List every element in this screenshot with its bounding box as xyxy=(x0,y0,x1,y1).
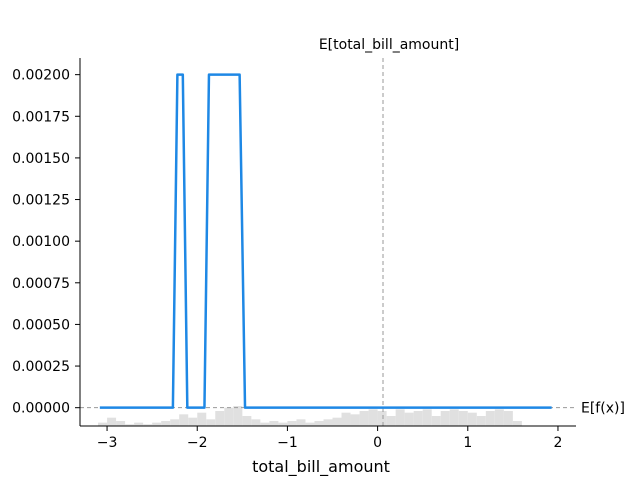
histogram-bar xyxy=(386,416,396,426)
y-tick-label: 0.00025 xyxy=(12,359,70,375)
histogram-bar xyxy=(251,419,261,426)
histogram-group xyxy=(98,406,522,426)
histogram-bar xyxy=(476,416,486,426)
axes-group xyxy=(79,58,576,427)
x-tick-label: −2 xyxy=(187,435,208,451)
x-ticks-group: −3 −2 −1 0 1 2 xyxy=(97,426,563,451)
histogram-bar xyxy=(161,421,171,426)
histogram-bar xyxy=(359,411,369,426)
histogram-bar xyxy=(125,424,135,426)
histogram-bar xyxy=(305,422,315,426)
histogram-bar xyxy=(422,409,432,426)
histogram-bar xyxy=(152,422,162,426)
histogram-bar xyxy=(260,422,270,426)
vline-label: E[total_bill_amount] xyxy=(319,37,459,53)
histogram-bar xyxy=(296,419,306,426)
histogram-bar xyxy=(458,411,468,426)
histogram-bar xyxy=(287,421,297,426)
y-tick-label: 0.00125 xyxy=(12,193,70,209)
y-tick-label: 0.00075 xyxy=(12,276,70,292)
histogram-bar xyxy=(188,417,198,426)
histogram-bar xyxy=(215,411,225,426)
histogram-bar xyxy=(377,411,387,426)
histogram-bar xyxy=(368,409,378,426)
histogram-bar xyxy=(242,416,252,426)
histogram-bar xyxy=(449,409,459,426)
hline-label: E[f(x)] xyxy=(581,401,625,417)
x-tick-label: 1 xyxy=(463,435,472,451)
y-ticks-group: 0.00000 0.00025 0.00050 0.00075 0.00100 0.001… xyxy=(12,68,80,417)
y-tick-label: 0.00100 xyxy=(12,234,70,250)
y-tick-label: 0.00200 xyxy=(12,68,70,84)
histogram-bar xyxy=(512,421,522,426)
reference-lines-group xyxy=(80,58,576,426)
histogram-bar xyxy=(431,416,441,426)
histogram-bar xyxy=(278,422,288,426)
x-axis-label: total_bill_amount xyxy=(252,457,390,477)
x-tick-label: −3 xyxy=(97,435,118,451)
histogram-bar xyxy=(107,417,117,426)
histogram-bar xyxy=(206,419,216,426)
histogram-bar xyxy=(413,411,423,426)
histogram-bar xyxy=(503,411,513,426)
histogram-bar xyxy=(269,421,279,426)
x-tick-label: 0 xyxy=(373,435,382,451)
histogram-bar xyxy=(341,412,351,426)
histogram-bar xyxy=(332,417,342,426)
x-tick-label: 2 xyxy=(554,435,563,451)
histogram-bar xyxy=(404,412,414,426)
histogram-bar xyxy=(350,414,360,426)
series-group xyxy=(99,73,552,409)
histogram-bar xyxy=(323,419,333,426)
histogram-bar xyxy=(143,424,153,426)
histogram-bar xyxy=(170,419,180,426)
histogram-bar xyxy=(314,421,324,426)
histogram-bar xyxy=(197,412,207,426)
series-line xyxy=(99,73,552,409)
y-tick-label: 0.00050 xyxy=(12,317,70,333)
histogram-bar xyxy=(233,406,243,426)
histogram-bar xyxy=(224,407,234,426)
histogram-bar xyxy=(179,414,189,426)
histogram-bar xyxy=(440,411,450,426)
histogram-bar xyxy=(395,409,405,426)
y-tick-label: 0.00175 xyxy=(12,109,70,125)
histogram-bar xyxy=(134,422,144,426)
y-tick-label: 0.00150 xyxy=(12,151,70,167)
histogram-bar xyxy=(116,421,126,426)
x-tick-label: −1 xyxy=(277,435,298,451)
y-tick-label: 0.00000 xyxy=(12,401,70,417)
histogram-bar xyxy=(485,411,495,426)
histogram-bar xyxy=(98,422,108,426)
histogram-bar xyxy=(467,412,477,426)
histogram-bar xyxy=(494,409,504,426)
